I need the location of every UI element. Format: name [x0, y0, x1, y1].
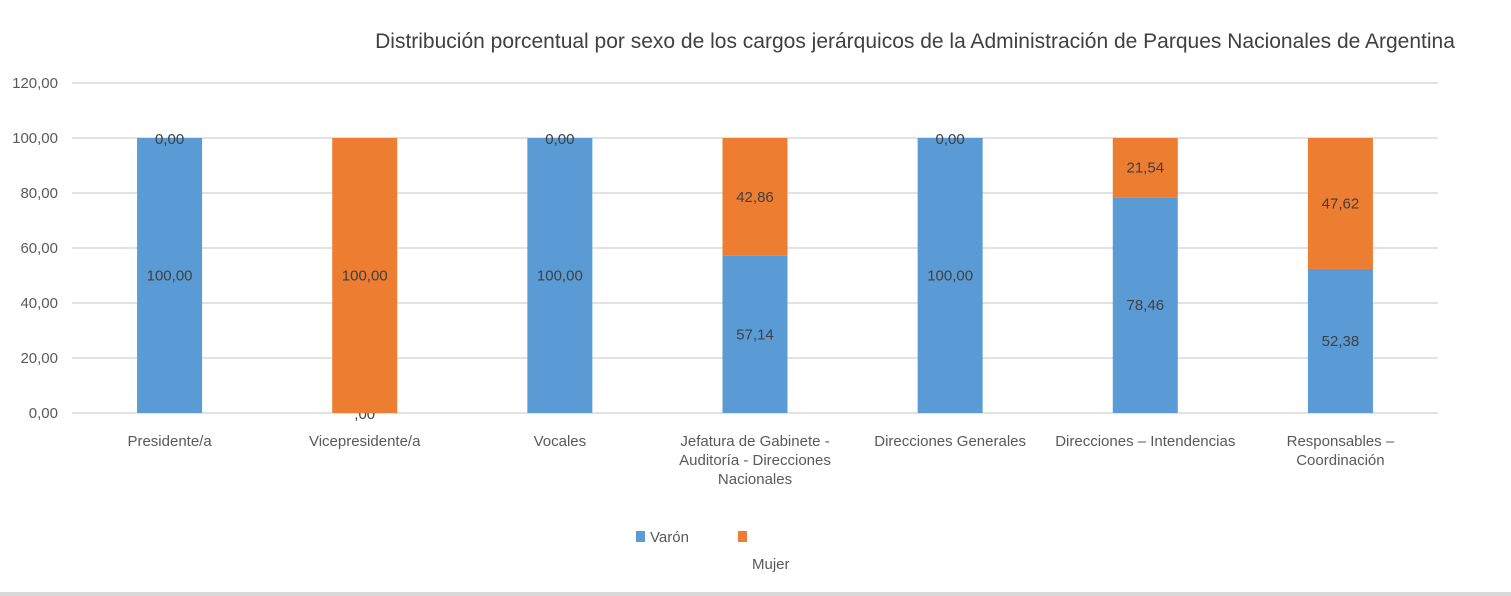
data-label: 42,86: [736, 189, 774, 206]
y-tick-label: 60,00: [20, 240, 58, 257]
x-tick-label: Direcciones Generales: [874, 433, 1026, 450]
x-tick-label: Responsables –: [1287, 433, 1395, 450]
x-tick-label: Nacionales: [718, 471, 792, 488]
legend-swatch-mujer: [738, 531, 747, 542]
bar-mujer: [722, 138, 788, 256]
x-tick-label: Coordinación: [1296, 452, 1384, 469]
data-label: 100,00: [537, 268, 583, 285]
data-label: 21,54: [1127, 160, 1165, 177]
data-label: 0,00: [936, 131, 965, 148]
y-tick-label: 100,00: [12, 130, 58, 147]
x-tick-label: Vocales: [534, 433, 587, 450]
bottom-border: [0, 592, 1511, 596]
legend-label-mujer: Mujer: [752, 556, 790, 573]
x-tick-label: Auditoría - Direcciones: [679, 452, 831, 469]
bar-varon: [1307, 268, 1373, 413]
chart-title: Distribución porcentual por sexo de los …: [375, 30, 1455, 53]
data-label: 0,00: [545, 131, 574, 148]
bar-varon: [917, 138, 983, 413]
data-label: 47,62: [1322, 195, 1360, 212]
x-tick-label: Jefatura de Gabinete -: [680, 433, 829, 450]
data-label: 0,00: [155, 131, 184, 148]
data-label: 100,00: [927, 268, 973, 285]
data-label: 57,14: [736, 326, 774, 343]
y-tick-label: 80,00: [20, 185, 58, 202]
data-label: 100,00: [147, 268, 193, 285]
bar-varon: [722, 255, 788, 413]
x-tick-label: Direcciones – Intendencias: [1055, 433, 1235, 450]
y-tick-label: 20,00: [20, 350, 58, 367]
bar-mujer: [1112, 138, 1178, 198]
y-tick-label: 40,00: [20, 295, 58, 312]
legend-label-varon: Varón: [650, 529, 689, 546]
legend-swatch-varon: [636, 531, 645, 542]
y-tick-label: 0,00: [29, 405, 58, 422]
data-label: 52,38: [1322, 333, 1360, 350]
bar-varon: [527, 138, 593, 413]
data-label: 100,00: [342, 268, 388, 285]
x-tick-label: Vicepresidente/a: [309, 433, 421, 450]
bar-varon: [1112, 197, 1178, 413]
bar-varon: [137, 138, 203, 413]
data-label: 78,46: [1127, 297, 1165, 314]
bar-mujer: [332, 138, 398, 413]
bar-mujer: [1307, 138, 1373, 269]
y-tick-label: 120,00: [12, 75, 58, 92]
x-tick-label: Presidente/a: [127, 433, 212, 450]
